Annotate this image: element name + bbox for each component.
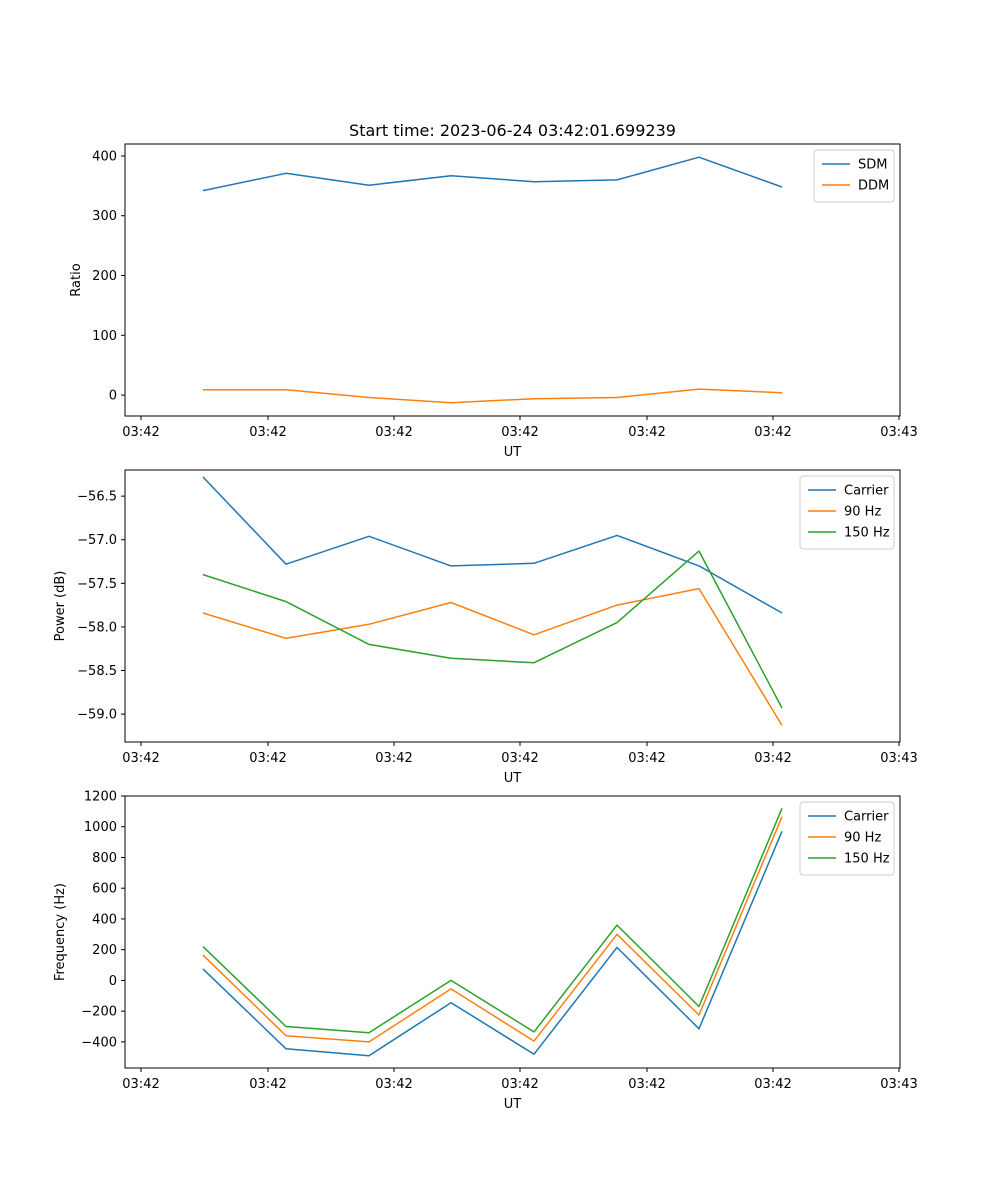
frequency-y-tick-label: −400	[81, 1035, 117, 1050]
frequency-y-tick-label: 400	[92, 912, 117, 927]
figure-title: Start time: 2023-06-24 03:42:01.699239	[349, 121, 676, 140]
frequency-plot-frame	[124, 795, 901, 1069]
power-y-tick-label: −59.0	[77, 708, 117, 723]
ratio-x-tick-label: 03:42	[501, 425, 538, 440]
frequency-series-line-carrier	[202, 831, 783, 1057]
frequency-legend-box	[799, 801, 895, 876]
frequency-y-tick-label: 200	[92, 943, 117, 958]
ratio-y-tick-label: 100	[92, 329, 117, 344]
ratio-x-tick-label: 03:42	[122, 425, 159, 440]
frequency-x-axis-label: UT	[504, 1097, 522, 1112]
ratio-x-tick-label: 03:42	[628, 425, 665, 440]
ratio-y-tick-label: 0	[109, 389, 117, 404]
frequency-y-tick-label: 800	[92, 851, 117, 866]
frequency-y-tick-label: 1200	[84, 790, 117, 805]
power-legend-box	[799, 475, 895, 550]
power-x-tick-label: 03:43	[880, 751, 917, 766]
ratio-legend-box	[813, 149, 895, 203]
frequency-legend-label: Carrier	[844, 810, 889, 825]
ratio-plot-frame	[124, 143, 901, 417]
power-x-tick-label: 03:42	[628, 751, 665, 766]
ratio-x-tick-label: 03:42	[375, 425, 412, 440]
power-legend-label: 90 Hz	[844, 505, 881, 520]
ratio-y-tick-label: 400	[92, 149, 117, 164]
power-x-tick-label: 03:42	[754, 751, 791, 766]
power-x-tick-label: 03:42	[375, 751, 412, 766]
ratio-legend: SDM DDM	[813, 149, 895, 203]
power-legend-label: Carrier	[844, 484, 889, 499]
ratio-series-line-sdm	[202, 156, 783, 192]
power-plot-frame	[124, 469, 901, 743]
ratio-panel: 03:42 03:42 03:42 03:42 03:42 03:42 03:43 0 100 2…	[69, 143, 918, 460]
power-x-axis-label: UT	[504, 771, 522, 786]
power-y-tick-label: −58.5	[77, 664, 117, 679]
frequency-legend-label: 150 Hz	[844, 852, 890, 867]
ratio-x-axis-label: UT	[504, 445, 522, 460]
frequency-y-tick-label: 1000	[84, 820, 117, 835]
frequency-x-tick-label: 03:43	[880, 1077, 917, 1092]
power-y-axis-label: Power (dB)	[53, 571, 68, 642]
frequency-series-line-150-hz	[202, 808, 783, 1034]
frequency-x-tick-label: 03:42	[754, 1077, 791, 1092]
frequency-y-axis-label: Frequency (Hz)	[53, 883, 68, 981]
ratio-x-tick-label: 03:43	[880, 425, 917, 440]
power-series-line-150-hz	[202, 550, 783, 709]
power-x-tick-label: 03:42	[122, 751, 159, 766]
frequency-x-tick-label: 03:42	[501, 1077, 538, 1092]
ratio-x-tick-label: 03:42	[249, 425, 286, 440]
ratio-series-line-ddm	[203, 388, 783, 404]
frequency-legend-label: 90 Hz	[844, 831, 881, 846]
power-series-line-90-hz	[202, 587, 783, 726]
frequency-x-tick-label: 03:42	[122, 1077, 159, 1092]
frequency-y-tick-label: 600	[92, 882, 117, 897]
power-panel: 03:42 03:42 03:42 03:42 03:42 03:42 03:43 −56.5…	[53, 469, 918, 786]
power-x-tick-label: 03:42	[249, 751, 286, 766]
frequency-x-tick-label: 03:42	[628, 1077, 665, 1092]
ratio-legend-label: DDM	[858, 179, 889, 194]
power-y-tick-label: −56.5	[77, 490, 117, 505]
ratio-y-tick-label: 200	[92, 269, 117, 284]
ratio-y-axis-label: Ratio	[69, 263, 84, 296]
frequency-legend: Carrier 90 Hz 150 Hz	[799, 801, 895, 876]
power-series-line-carrier	[202, 476, 783, 614]
frequency-series-line-90-hz	[202, 816, 783, 1043]
frequency-y-tick-label: −200	[81, 1005, 117, 1020]
ratio-y-tick-label: 300	[92, 209, 117, 224]
power-x-tick-label: 03:42	[501, 751, 538, 766]
power-y-tick-label: −57.5	[77, 577, 117, 592]
frequency-panel: 03:42 03:42 03:42 03:42 03:42 03:42 03:43 −400 −…	[53, 790, 918, 1113]
power-legend-label: 150 Hz	[844, 526, 890, 541]
ratio-x-tick-label: 03:42	[754, 425, 791, 440]
power-legend: Carrier 90 Hz 150 Hz	[799, 475, 895, 550]
power-y-tick-label: −57.0	[77, 533, 117, 548]
frequency-y-tick-label: 0	[109, 974, 117, 989]
frequency-x-tick-label: 03:42	[375, 1077, 412, 1092]
frequency-x-tick-label: 03:42	[249, 1077, 286, 1092]
ratio-legend-label: SDM	[858, 158, 887, 173]
power-y-tick-label: −58.0	[77, 620, 117, 635]
